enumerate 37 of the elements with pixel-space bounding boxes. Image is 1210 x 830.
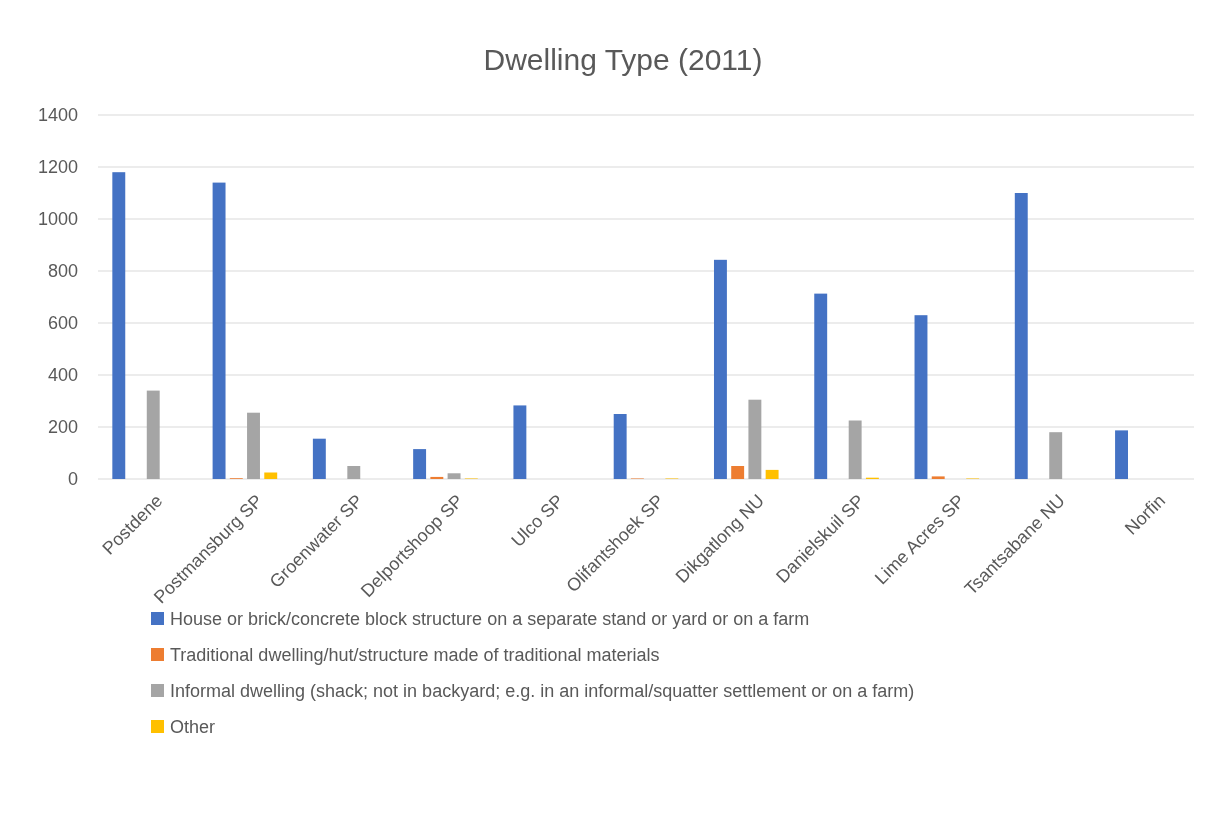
bar: [347, 466, 361, 479]
bar: [264, 472, 278, 479]
x-tick-label: Ulco SP: [507, 490, 568, 551]
bar: [914, 315, 928, 479]
bar: [931, 476, 945, 479]
bar: [1014, 193, 1028, 479]
bar: [112, 172, 126, 479]
bar: [1049, 432, 1063, 479]
y-tick-label: 0: [67, 469, 78, 490]
y-tick-label: 1000: [37, 209, 78, 230]
y-tick-label: 600: [47, 313, 78, 334]
bar: [513, 405, 527, 479]
bar: [765, 469, 779, 479]
y-tick-label: 1200: [37, 157, 78, 178]
bar: [247, 412, 260, 479]
bar: [848, 420, 862, 479]
bar: [1115, 430, 1128, 479]
bar: [613, 414, 627, 479]
y-tick-label: 1400: [37, 105, 78, 126]
bar: [430, 476, 444, 479]
bar: [413, 449, 427, 479]
bar: [731, 466, 745, 479]
bar: [713, 259, 727, 479]
legend-label: Other: [170, 717, 216, 738]
y-tick-label: 800: [47, 261, 78, 282]
bar: [748, 399, 762, 479]
legend-label: House or brick/concrete block structure on a separate stand or yard or on a farm: [170, 609, 810, 630]
bar: [146, 390, 160, 479]
bar: [312, 438, 326, 479]
y-tick-label: 200: [47, 417, 78, 438]
legend-label: Informal dwelling (shack; not in backyard; e.g. in an informal/squatter settlement or on a farm): [170, 681, 915, 702]
chart-title: Dwelling Type (2011): [483, 43, 763, 76]
bar: [814, 293, 828, 479]
legend-label: Traditional dwelling/hut/structure made of traditional materials: [170, 645, 660, 666]
y-tick-label: 400: [47, 365, 78, 386]
bar: [212, 182, 226, 479]
bar: [447, 473, 461, 479]
